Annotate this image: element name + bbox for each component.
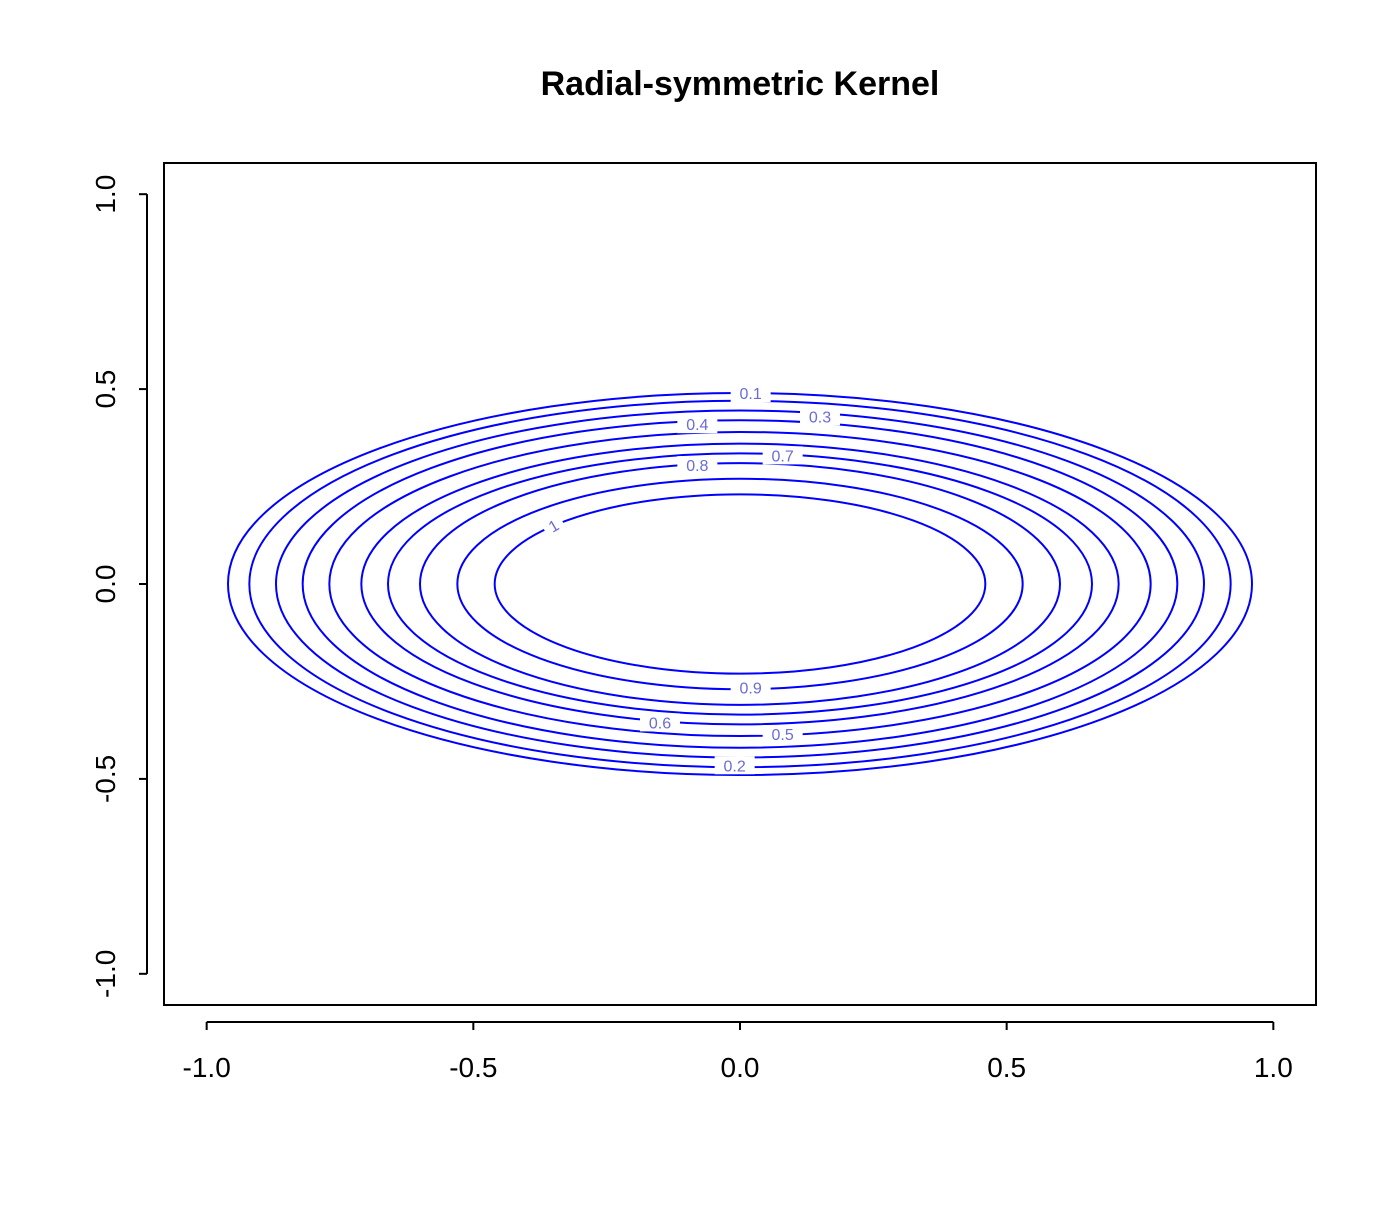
contour-label-gap <box>762 725 803 744</box>
contour-label-0.5: 0.5 <box>762 725 803 744</box>
contour-label-gap <box>800 407 840 426</box>
contour-line-0.9 <box>456 477 1024 691</box>
y-tick-label: 0.5 <box>90 370 121 409</box>
contour-labels: 0.1 0.2 0.3 0.4 0.5 0.6 0.7 0.8 0.9 1 <box>540 383 840 775</box>
y-tick-label: 1.0 <box>90 175 121 214</box>
contour-label-text: 0.9 <box>740 680 762 697</box>
contour-label-0.4: 0.4 <box>677 415 718 434</box>
contour-line-0.6 <box>360 442 1120 726</box>
contour-label-text: 0.1 <box>740 386 762 403</box>
contour-label-gap <box>640 713 680 732</box>
contour-label-gap <box>540 512 567 539</box>
x-tick-label: 0.5 <box>987 1052 1026 1083</box>
contour-label-gap <box>677 415 718 434</box>
contour-label-gap <box>762 446 803 465</box>
chart-title: Radial-symmetric Kernel <box>541 65 940 103</box>
contour-line-0.7 <box>387 452 1093 716</box>
x-axis: -1.0 -0.5 0.0 0.5 1.0 <box>183 1021 1293 1083</box>
y-tick-label: 0.0 <box>90 565 121 604</box>
contour-label-text: 0.7 <box>772 448 794 465</box>
contour-label-0.8: 0.8 <box>677 456 718 475</box>
x-tick-label: -0.5 <box>449 1052 497 1083</box>
y-axis: -1.0 -0.5 0.0 0.5 1.0 <box>90 175 148 998</box>
y-tick-label: -0.5 <box>90 755 121 803</box>
y-tick-label: -1.0 <box>90 950 121 998</box>
contour-label-1: 1 <box>540 512 567 539</box>
contour-label-text: 0.4 <box>686 417 708 434</box>
x-tick-label: 1.0 <box>1254 1052 1293 1083</box>
contour-line-0.2 <box>248 399 1232 769</box>
plot-area-frame <box>163 162 1317 1006</box>
contour-label-0.6: 0.6 <box>640 713 680 732</box>
contour-label-gap <box>714 756 755 775</box>
contour-line-0.5 <box>328 430 1152 738</box>
contour-line-1 <box>493 493 987 675</box>
contour-label-text: 0.3 <box>809 409 831 426</box>
contour-label-0.1: 0.1 <box>730 383 771 403</box>
contour-line-0.4 <box>301 419 1179 749</box>
contour-label-gap <box>730 678 771 697</box>
contour-line-0.8 <box>419 462 1061 706</box>
contour-label-0.2: 0.2 <box>714 756 755 775</box>
contour-label-0.7: 0.7 <box>762 446 803 465</box>
contour-label-text: 0.6 <box>649 715 671 732</box>
contour-label-0.9: 0.9 <box>730 678 771 697</box>
contour-line-0.1 <box>227 391 1253 777</box>
x-tick-label: 0.0 <box>721 1052 760 1083</box>
contour-label-gap <box>677 456 718 475</box>
contour-label-0.3: 0.3 <box>800 407 840 426</box>
contour-lines <box>227 391 1253 777</box>
x-tick-label: -1.0 <box>183 1052 231 1083</box>
contour-label-text: 0.2 <box>724 758 746 775</box>
contour-label-gap <box>730 383 771 402</box>
contour-label-text: 0.5 <box>772 727 794 744</box>
contour-label-text: 0.8 <box>686 458 708 475</box>
